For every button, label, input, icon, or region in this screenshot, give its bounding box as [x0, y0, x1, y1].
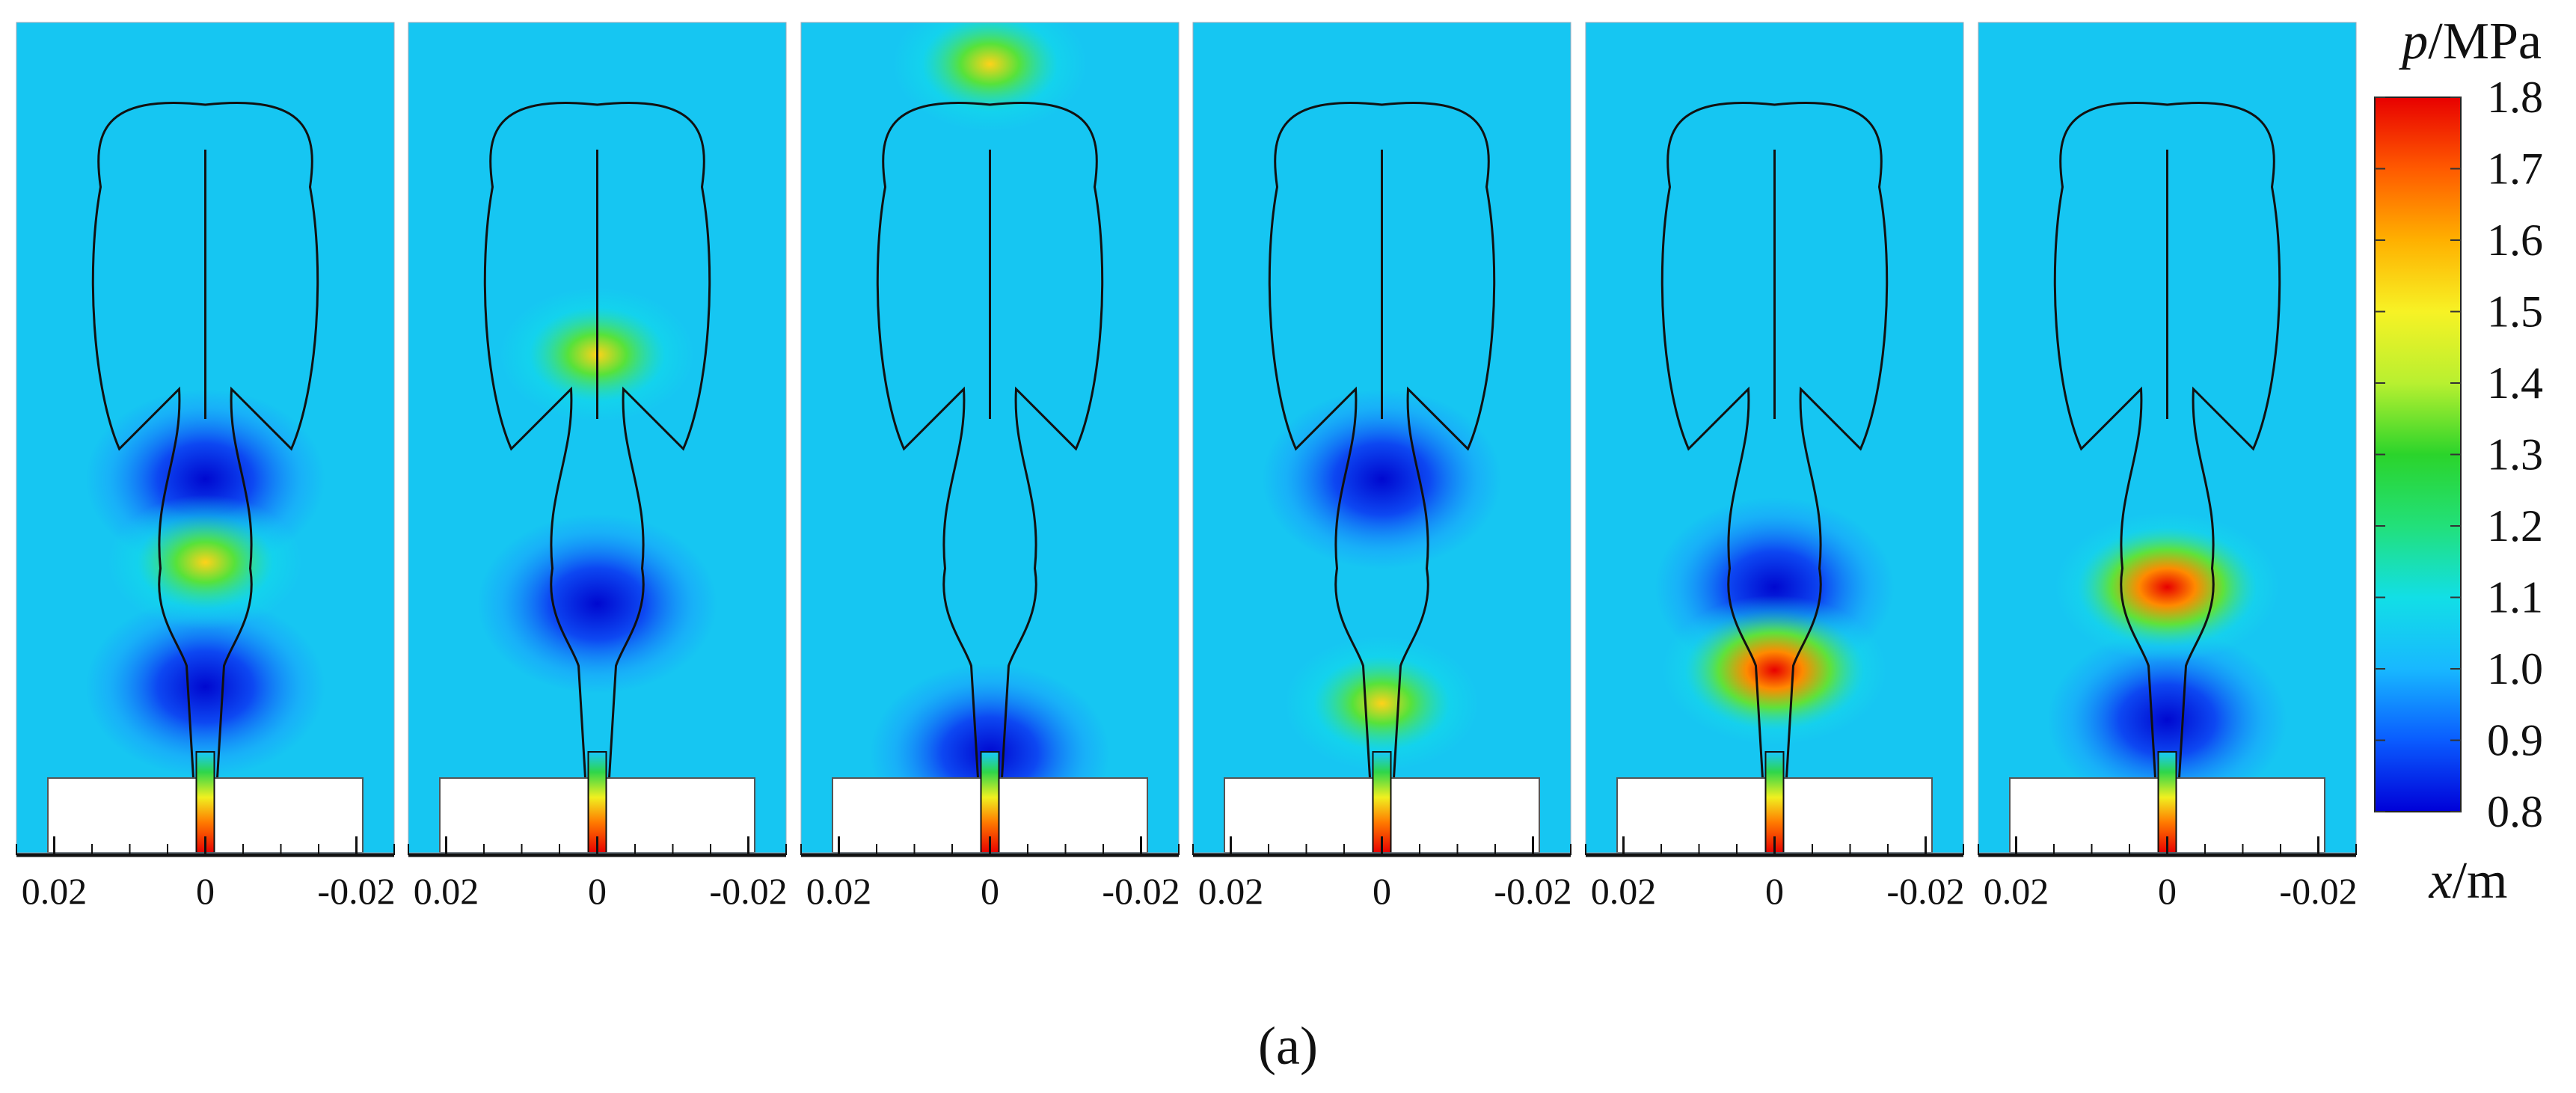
high-pressure-region — [892, 22, 1088, 132]
colorbar-scale — [2374, 97, 2462, 812]
x-axis-tick-label: 0.02 — [22, 870, 88, 912]
colorbar-tick-label: 1.6 — [2487, 215, 2543, 265]
colorbar-label: p/MPa — [2398, 13, 2542, 70]
x-axis-tick-label: 0 — [588, 870, 607, 912]
nozzle-jet — [1764, 751, 1785, 853]
x-axis-tick-label: 0 — [1765, 870, 1784, 912]
x-axis-variable: x — [2429, 852, 2453, 910]
x-axis-tick-label: 0 — [196, 870, 215, 912]
panel-4: 0.02 0 -0.02 — [1192, 22, 1572, 912]
colorbar-tick-label: 0.9 — [2487, 716, 2543, 765]
colorbar-tick-label: 1.3 — [2487, 430, 2543, 480]
colorbar-tick-label: 1.7 — [2487, 144, 2543, 194]
high-pressure-region — [1662, 595, 1887, 745]
x-axis-tick-label: 0.02 — [414, 870, 479, 912]
high-pressure-region — [108, 495, 303, 630]
low-pressure-region — [477, 514, 717, 694]
droplet-interface-contour — [1268, 102, 1496, 853]
panel-5: 0.02 0 -0.02 — [1585, 22, 1965, 912]
x-axis-tick-label: -0.02 — [1494, 870, 1571, 912]
nozzle-jet — [980, 751, 1000, 853]
x-axis-tick-label: -0.02 — [317, 870, 395, 912]
colorbar-tick-label: 0.8 — [2487, 787, 2543, 836]
high-pressure-region — [2055, 512, 2280, 662]
nozzle-jet — [195, 751, 215, 853]
pressure-field-background — [408, 22, 786, 853]
panel-1: 0.02 0 -0.02 — [16, 22, 396, 912]
low-pressure-region — [2047, 630, 2287, 810]
x-axis-tick-label: 0 — [1373, 870, 1391, 912]
colorbar-tick-label: 1.5 — [2487, 287, 2543, 337]
colorbar-tick-label: 1.4 — [2487, 358, 2543, 408]
droplet-interface-contour — [1660, 102, 1889, 853]
x-axis-tick-label: -0.02 — [2279, 870, 2357, 912]
x-axis-tick-label: -0.02 — [1886, 870, 1964, 912]
droplet-interface-contour — [483, 102, 711, 853]
colorbar-ticks: 1.8 1.7 1.6 1.5 1.4 1.3 1.2 1.1 1.0 0.9 0.8 — [2375, 73, 2543, 836]
nozzle-jet — [1372, 751, 1392, 853]
x-axis-tick-label: 0.02 — [806, 870, 872, 912]
colorbar-unit: /MPa — [2428, 13, 2542, 70]
low-pressure-region — [85, 597, 325, 777]
x-axis-tick-label: -0.02 — [1102, 870, 1180, 912]
panel-3: 0.02 0 -0.02 — [800, 22, 1180, 912]
x-axis-label: x/m — [2429, 852, 2508, 910]
droplet-interface-contour — [876, 102, 1104, 853]
panel-2: 0.02 0 -0.02 — [408, 22, 788, 912]
x-axis-tick-label: 0.02 — [1984, 870, 2049, 912]
panel-6: 0.02 0 -0.02 — [1978, 22, 2358, 912]
colorbar-tick-label: 1.2 — [2487, 501, 2543, 551]
x-axis-tick-label: -0.02 — [709, 870, 787, 912]
x-axis-tick-label: 0 — [981, 870, 999, 912]
nozzle-jet — [2157, 751, 2177, 853]
colorbar-tick-label: 1.1 — [2487, 573, 2543, 622]
x-axis-unit: /m — [2453, 852, 2508, 910]
x-axis-tick-label: 0 — [2158, 870, 2177, 912]
colorbar-tick-label: 1.8 — [2487, 73, 2543, 122]
colorbar-tick-label: 1.0 — [2487, 644, 2543, 694]
colorbar-variable: p — [2398, 13, 2428, 70]
contour-panels: 0.02 0 -0.02 0.02 0 -0.02 0.02 0 -0.02 0.02 0 -0.02… — [16, 22, 2358, 912]
high-pressure-region — [1284, 636, 1479, 771]
nozzle-jet — [587, 751, 607, 853]
x-axis-tick-label: 0.02 — [1591, 870, 1657, 912]
droplet-interface-contour — [91, 102, 319, 853]
colorbar: p/MPa 1.8 1.7 1.6 1.5 1.4 1.3 1.2 1.1 1.0 0.9 0.8 — [2374, 13, 2543, 836]
droplet-interface-contour — [2053, 102, 2281, 853]
figure-caption: (a) — [1258, 1016, 1318, 1076]
low-pressure-region — [1262, 389, 1502, 569]
x-axis-tick-label: 0.02 — [1198, 870, 1264, 912]
